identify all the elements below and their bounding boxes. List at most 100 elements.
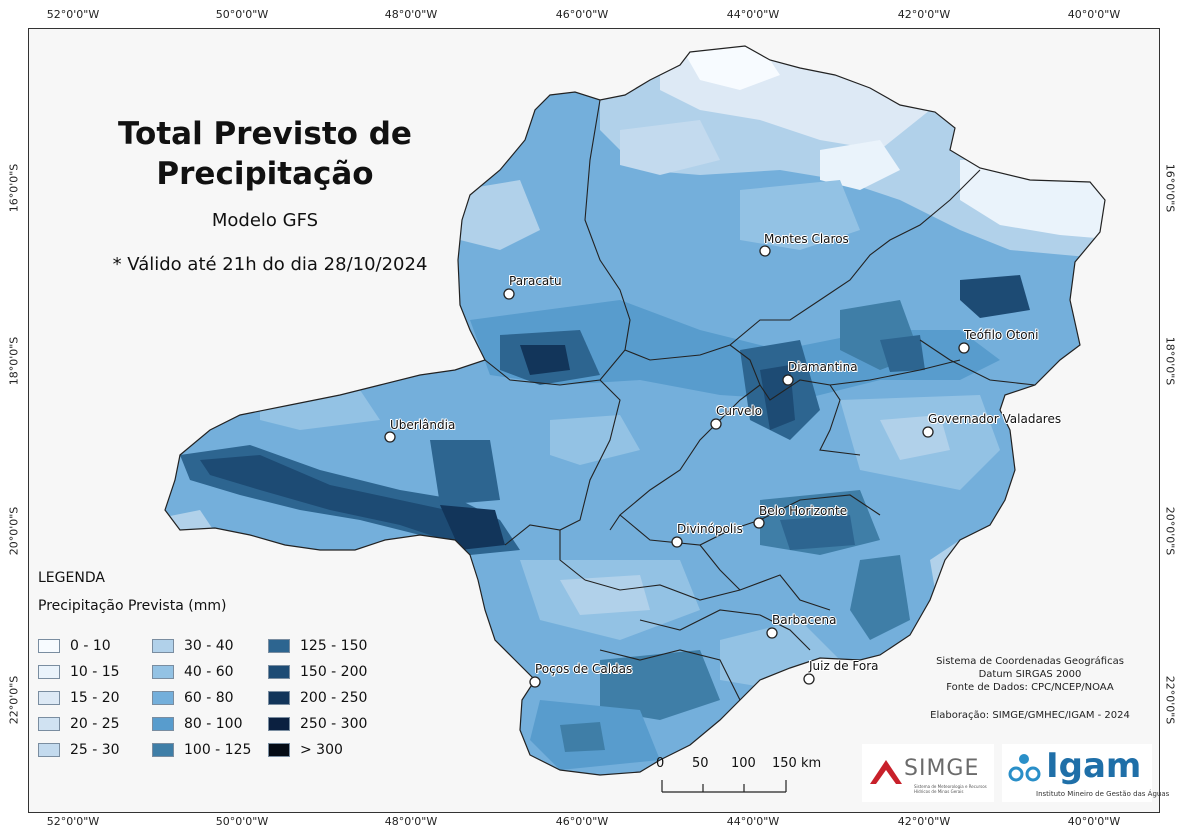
legend-label: 10 - 15 <box>70 664 120 680</box>
lon-tick: 52°0'0"W <box>46 815 100 828</box>
lon-tick: 46°0'0"W <box>555 815 609 828</box>
lon-tick: 40°0'0"W <box>1067 815 1121 828</box>
lon-tick: 50°0'0"W <box>215 8 269 21</box>
legend-label: 15 - 20 <box>70 690 120 706</box>
city-marker <box>671 536 683 548</box>
map-title: Total Previsto de Precipitação <box>118 116 412 192</box>
legend-label: 25 - 30 <box>70 742 120 758</box>
legend-swatch <box>268 691 290 705</box>
legend-label: 40 - 60 <box>184 664 234 680</box>
city-label-diamantina: Diamantina <box>788 360 858 374</box>
legend-item: 80 - 100 <box>152 716 243 732</box>
legend-swatch <box>152 691 174 705</box>
legend-label: 250 - 300 <box>300 716 368 732</box>
simge-logo-icon <box>870 760 902 784</box>
datum-info: Datum SIRGAS 2000 <box>978 669 1082 680</box>
lon-tick: 46°0'0"W <box>555 8 609 21</box>
lon-tick: 48°0'0"W <box>384 815 438 828</box>
scale-label: 150 km <box>772 756 822 771</box>
legend-item: 30 - 40 <box>152 638 234 654</box>
legend-swatch <box>268 743 290 757</box>
lon-tick: 42°0'0"W <box>897 815 951 828</box>
legend-label: > 300 <box>300 742 343 758</box>
city-label-teofilo-otoni: Teófilo Otoni <box>964 328 1039 342</box>
legend-item: 250 - 300 <box>268 716 367 732</box>
legend-swatch <box>38 665 60 679</box>
validity-note: * Válido até 21h do dia 28/10/2024 <box>112 254 428 275</box>
city-marker <box>529 676 541 688</box>
simge-logo-text: SIMGE <box>904 756 980 781</box>
city-label-juiz-de-fora: Juiz de Fora <box>809 659 879 673</box>
legend-label: 20 - 25 <box>70 716 120 732</box>
legend-label: 30 - 40 <box>184 638 234 654</box>
legend-swatch <box>152 665 174 679</box>
legend-label: 60 - 80 <box>184 690 234 706</box>
credits-info: Elaboração: SIMGE/GMHEC/IGAM - 2024 <box>930 710 1130 721</box>
igam-logo-icon <box>1008 754 1041 782</box>
legend-label: 100 - 125 <box>184 742 252 758</box>
lon-tick: 44°0'0"W <box>726 815 780 828</box>
legend-item: > 300 <box>268 742 343 758</box>
scale-label: 100 <box>731 756 756 771</box>
legend-item: 20 - 25 <box>38 716 120 732</box>
city-marker <box>759 245 771 257</box>
source-info: Fonte de Dados: CPC/NCEP/NOAA <box>946 682 1114 693</box>
city-marker <box>958 342 970 354</box>
lon-tick: 52°0'0"W <box>46 8 100 21</box>
legend-swatch <box>152 743 174 757</box>
lon-tick: 50°0'0"W <box>215 815 269 828</box>
legend-title: LEGENDA <box>38 570 105 586</box>
legend-swatch <box>268 639 290 653</box>
city-label-curvelo: Curvelo <box>716 404 763 418</box>
city-marker <box>710 418 722 430</box>
legend-swatch <box>38 717 60 731</box>
city-label-pocos-de-caldas: Poços de Caldas <box>535 662 633 676</box>
legend-item: 0 - 10 <box>38 638 111 654</box>
legend-item: 200 - 250 <box>268 690 367 706</box>
city-label-barbacena: Barbacena <box>772 613 837 627</box>
legend-swatch <box>38 639 60 653</box>
lon-tick: 40°0'0"W <box>1067 8 1121 21</box>
legend-label: 0 - 10 <box>70 638 111 654</box>
city-label-governador-valadares: Governador Valadares <box>928 412 1062 426</box>
legend-swatch <box>268 665 290 679</box>
legend-item: 125 - 150 <box>268 638 367 654</box>
legend-label: 150 - 200 <box>300 664 368 680</box>
igam-logo: Igam Instituto Mineiro de Gestão das Águ… <box>1002 744 1169 802</box>
legend-swatch <box>268 717 290 731</box>
legend-item: 60 - 80 <box>152 690 234 706</box>
lon-tick: 44°0'0"W <box>726 8 780 21</box>
city-marker <box>384 431 396 443</box>
city-marker <box>503 288 515 300</box>
legend-subtitle: Precipitação Prevista (mm) <box>38 598 227 614</box>
city-marker <box>753 517 765 529</box>
city-label-belo-horizonte: Belo Horizonte <box>759 504 848 518</box>
legend-label: 125 - 150 <box>300 638 368 654</box>
legend-swatch <box>38 743 60 757</box>
model-name: Modelo GFS <box>211 210 319 231</box>
legend-swatch <box>152 639 174 653</box>
city-marker <box>803 673 815 685</box>
legend-item: 25 - 30 <box>38 742 120 758</box>
igam-logo-text: Igam <box>1046 746 1142 786</box>
lon-tick: 48°0'0"W <box>384 8 438 21</box>
legend-item: 100 - 125 <box>152 742 251 758</box>
legend-swatch <box>38 691 60 705</box>
legend-swatch <box>152 717 174 731</box>
simge-logo: SIMGE Sistema de Meteorologia e Recursos… <box>862 744 994 802</box>
igam-logo-subtitle: Instituto Mineiro de Gestão das Águas <box>1036 790 1170 798</box>
legend-label: 200 - 250 <box>300 690 368 706</box>
region-borders <box>484 99 1036 701</box>
legend-label: 80 - 100 <box>184 716 243 732</box>
city-marker <box>766 627 778 639</box>
legend-item: 15 - 20 <box>38 690 120 706</box>
city-label-montes-claros: Montes Claros <box>764 232 849 246</box>
legend-item: 150 - 200 <box>268 664 367 680</box>
legend-item: 10 - 15 <box>38 664 120 680</box>
scale-label: 50 <box>692 756 709 771</box>
legend-item: 40 - 60 <box>152 664 234 680</box>
crs-info: Sistema de Coordenadas Geográficas <box>936 656 1124 667</box>
